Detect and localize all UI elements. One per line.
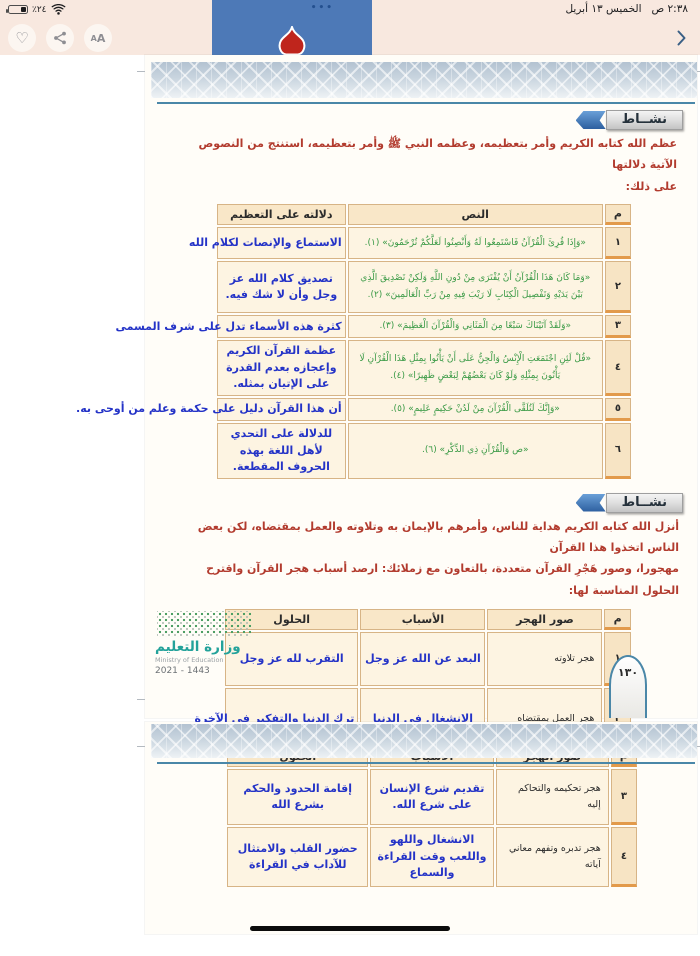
cause-cell: تقديم شرع الإنسان على شرع الله. — [370, 769, 494, 825]
next-page-button[interactable] — [670, 26, 692, 50]
share-icon — [54, 31, 66, 45]
row-num: ٢ — [604, 261, 631, 314]
activity-1-instructions: عظم الله كتابه الكريم وأمر بتعظيمه، وعظم… — [198, 137, 678, 193]
book-page-130: نشــاط عظم الله كتابه الكريم وأمر بتعظيم… — [76, 55, 700, 791]
activity-label: نشــاط — [605, 110, 683, 130]
crop-mark — [137, 71, 145, 72]
answer-cell: للدلالة على التحدي لأهل اللغة بهذه الحرو… — [217, 423, 346, 479]
page-number-arch: ١٣٠ — [609, 655, 647, 718]
page-number: ١٣٠ — [617, 666, 639, 679]
book-page-131: م صور الهجر الأسباب الحلول ٣ هجر تحكيمه … — [137, 722, 700, 934]
row-num: ٣ — [610, 769, 637, 825]
table-row: ٣ «وَلَقَدْ آتَيْنَاكَ سَبْعًا مِنَ الْم… — [115, 315, 631, 339]
table-row: ٤ «قُلْ لَئِنِ اجْتَمَعَتِ الْإِنْسُ وَا… — [217, 340, 631, 396]
table-row: ١ هجر تلاوته البعد عن الله عز وجل التقرب… — [225, 632, 631, 687]
table-row: ٤ هجر تدبره وتفهم معاني آياته الانشغال و… — [227, 827, 637, 887]
abandonment-table-continued: م صور الهجر الأسباب الحلول ٣ هجر تحكيمه … — [225, 744, 639, 889]
verse-cell: «وَمَا كَانَ هَذَا الْقُرْآنُ أَنْ يُفْت… — [347, 261, 603, 314]
answer-cell: تصديق كلام الله عز وجل وأن لا شك فيه. — [217, 261, 346, 314]
table-header-row: م النص دلالته على التعظيم — [217, 204, 631, 226]
battery-percent: ٢٤٪ — [32, 4, 47, 15]
activity-2-instructions: أنزل الله كتابه الكريم هداية للناس، وأمر… — [197, 519, 679, 597]
ellipsis-menu-icon[interactable]: ••• — [310, 3, 334, 13]
ministry-logo: وزارة التعليم Ministry of Education 2021… — [155, 611, 285, 676]
clock-date: الخميس ١٣ أبريل — [565, 3, 642, 15]
activity-arrow-icon — [575, 111, 606, 129]
crop-mark — [137, 699, 145, 700]
col-header-solutions: الحلول — [225, 609, 359, 631]
activity-header-2: نشــاط — [574, 492, 683, 513]
activity-header-1: نشــاط — [574, 110, 683, 130]
solution-cell: التقرب لله عز وجل — [225, 632, 359, 687]
solution-cell: إقامة الحدود والحكم بشرع الله — [227, 769, 369, 825]
row-num: ٥ — [604, 397, 631, 421]
table-row: ١ «وَإِذَا قُرِئَ الْقُرْآنُ فَاسْتَمِعُ… — [189, 227, 631, 260]
heart-icon: ♡ — [15, 29, 29, 47]
band-divider — [157, 762, 695, 764]
cause-cell: البعد عن الله عز وجل — [360, 632, 486, 687]
table-row: ٥ «وَإِنَّكَ لَتُلَقَّى الْقُرْآنَ مِنْ … — [76, 397, 631, 421]
text-size-large-a: A — [96, 31, 106, 45]
form-cell: هجر تلاوته — [487, 632, 603, 687]
emblem-icon — [278, 26, 306, 56]
col-header-causes: الأسباب — [360, 609, 486, 631]
ornament-band — [151, 62, 697, 98]
table-row: ٦ «ص وَالْقُرْآنِ ذِي الذِّكْرِ» (٦). لل… — [217, 423, 631, 479]
chevron-right-icon — [677, 30, 685, 46]
clock-time: ٢:٣٨ ص — [651, 3, 688, 15]
col-header-num: م — [604, 204, 631, 226]
table-row: ٢ «وَمَا كَانَ هَذَا الْقُرْآنُ أَنْ يُف… — [217, 261, 631, 314]
battery-cluster: ٢٤٪ — [6, 4, 66, 15]
wifi-icon — [51, 4, 65, 15]
activity-arrow-icon — [575, 493, 606, 512]
row-num: ٦ — [604, 423, 631, 479]
answer-cell: عظمة القرآن الكريم وإعجازه بعدم القدرة ع… — [217, 340, 346, 396]
activity-label: نشــاط — [605, 492, 683, 513]
band-divider — [157, 102, 695, 104]
book-page-thumbnail[interactable]: ••• — [212, 0, 372, 56]
col-header-form: صور الهجر — [487, 609, 603, 631]
crop-mark — [697, 71, 700, 72]
ministry-name-ar: وزارة التعليم — [155, 639, 241, 655]
verse-cell: «قُلْ لَئِنِ اجْتَمَعَتِ الْإِنْسُ وَالْ… — [347, 340, 603, 396]
col-header-num: م — [604, 609, 631, 631]
row-num: ٤ — [604, 340, 631, 396]
form-cell: هجر تحكيمه والتحاكم إليه — [495, 769, 609, 825]
table-header-row: م صور الهجر الأسباب الحلول — [225, 609, 631, 631]
row-num: ١ — [604, 227, 631, 260]
answer-cell: الاستماع والإنصات لكلام الله — [189, 227, 346, 260]
battery-icon — [6, 5, 28, 14]
cause-cell: الانشغال واللهو واللعب وقت القراءة والسم… — [370, 827, 494, 887]
verse-cell: «وَلَقَدْ آتَيْنَاكَ سَبْعًا مِنَ الْمَث… — [347, 315, 603, 339]
row-num: ٤ — [610, 827, 637, 887]
form-cell: هجر تدبره وتفهم معاني آياته — [495, 827, 609, 887]
solution-cell: حضور القلب والامتثال للآداب في القراءة — [227, 827, 369, 887]
datetime: ٢:٣٨ ص الخميس ١٣ أبريل — [565, 3, 688, 15]
ministry-years: 2021 - 1443 — [155, 666, 210, 676]
verse-cell: «وَإِنَّكَ لَتُلَقَّى الْقُرْآنَ مِنْ لَ… — [347, 397, 603, 421]
verse-cell: «ص وَالْقُرْآنِ ذِي الذِّكْرِ» (٦). — [347, 423, 603, 479]
home-indicator[interactable] — [250, 926, 450, 931]
crop-mark — [697, 746, 700, 747]
col-header-meaning: دلالته على التعظيم — [217, 204, 346, 226]
text-size-small-a: A — [90, 33, 97, 43]
answer-cell: أن هذا القرآن دليل على حكمة وعلم من أوحى… — [76, 397, 346, 421]
glorification-table: م النص دلالته على التعظيم ١ «وَإِذَا قُر… — [76, 202, 633, 480]
share-button[interactable] — [46, 24, 74, 52]
ministry-name-en: Ministry of Education — [155, 656, 224, 664]
ministry-logo-dots-icon — [157, 611, 251, 637]
ornament-band — [151, 724, 697, 758]
favorite-button[interactable]: ♡ — [8, 24, 36, 52]
row-num: ٣ — [604, 315, 631, 339]
answer-cell: كثرة هذه الأسماء تدل على شرف المسمى — [115, 315, 346, 339]
col-header-text: النص — [347, 204, 603, 226]
table-row: ٣ هجر تحكيمه والتحاكم إليه تقديم شرع الإ… — [227, 769, 637, 825]
verse-cell: «وَإِذَا قُرِئَ الْقُرْآنُ فَاسْتَمِعُوا… — [347, 227, 603, 260]
crop-mark — [137, 746, 145, 747]
